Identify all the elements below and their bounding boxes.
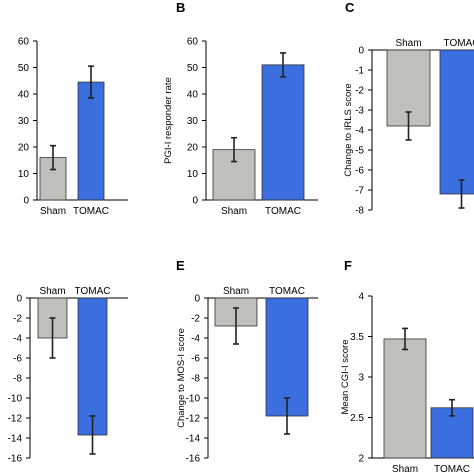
panel-label: E xyxy=(176,258,185,273)
y-tick-label: 10 xyxy=(187,169,199,180)
chart-panel-c: C 0 -1 -2 -3 -4 -5 -6 -7 -8 Change to IRLS score Sh… xyxy=(343,0,474,217)
y-tick-label: 0 xyxy=(358,46,364,57)
y-tick-label: -12 xyxy=(8,414,23,425)
y-tick-label: -10 xyxy=(8,394,23,405)
y-tick-label: -2 xyxy=(191,314,200,325)
y-tick-label: 30 xyxy=(187,116,199,127)
category-label-tomac: TOMAC xyxy=(434,464,470,474)
bar-tomac xyxy=(77,297,108,436)
y-axis-title: Change to MOS-I score xyxy=(176,328,187,428)
y-tick-label: -16 xyxy=(8,454,23,465)
y-tick-label: 20 xyxy=(18,143,30,154)
y-axis-title: Mean CGI-I score xyxy=(340,340,351,415)
bar-sham xyxy=(383,338,427,459)
y-tick-label: -2 xyxy=(355,86,364,97)
y-axis-title: PGI-I responder rate xyxy=(163,77,174,164)
y-tick-label: 3.5 xyxy=(350,332,364,343)
category-label-sham: Sham xyxy=(40,206,66,217)
category-label-tomac: TOMAC xyxy=(444,38,474,49)
category-label-tomac: TOMAC xyxy=(265,206,301,217)
category-label-sham: Sham xyxy=(392,464,418,474)
y-tick-label: -12 xyxy=(186,414,201,425)
y-axis-title: Change to IRLS score xyxy=(343,83,354,176)
y-tick-label: 20 xyxy=(187,143,199,154)
y-tick-label: 0 xyxy=(16,294,22,305)
y-tick-label: 0 xyxy=(192,196,198,207)
y-tick-label: -8 xyxy=(13,374,22,385)
y-tick-label: 2 xyxy=(358,454,364,465)
y-tick-label: -4 xyxy=(355,126,364,137)
y-tick-label: 60 xyxy=(187,37,199,48)
y-tick-label: -7 xyxy=(355,186,364,197)
y-tick-label: -14 xyxy=(8,434,23,445)
y-tick-label: 0 xyxy=(23,196,29,207)
bar-tomac xyxy=(265,297,309,417)
chart-panel-f: F 4 3.5 3 2.5 2 Mean CGI-I score Sham TOMAC xyxy=(340,258,474,474)
y-tick-label: 3 xyxy=(358,373,364,384)
y-tick-label: -14 xyxy=(186,434,201,445)
bar-tomac xyxy=(439,49,474,195)
chart-panel-b: B 60 50 40 30 20 10 0 PGI-I responder rate Sham TO… xyxy=(163,0,318,217)
y-tick-label: -4 xyxy=(191,334,200,345)
y-tick-label: -3 xyxy=(355,106,364,117)
category-label-tomac: TOMAC xyxy=(269,286,305,297)
y-tick-label: 30 xyxy=(18,116,30,127)
y-tick-label: 2.5 xyxy=(350,413,364,424)
y-tick-label: 50 xyxy=(18,63,30,74)
chart-panel-e: E 0 -2 -4 -6 -8 -10 -12 -14 -16 Change to MOS-I sc… xyxy=(176,258,318,465)
y-tick-label: -6 xyxy=(355,166,364,177)
y-tick-label: -8 xyxy=(191,374,200,385)
category-label-tomac: TOMAC xyxy=(75,286,111,297)
y-tick-label: -8 xyxy=(355,206,364,217)
category-label-sham: Sham xyxy=(223,286,249,297)
bar-tomac xyxy=(77,81,105,201)
y-tick-label: -16 xyxy=(186,454,201,465)
y-tick-label: 0 xyxy=(194,294,200,305)
category-label-sham: Sham xyxy=(221,206,247,217)
y-tick-label: 50 xyxy=(187,63,199,74)
y-tick-label: -1 xyxy=(355,66,364,77)
y-tick-label: 4 xyxy=(358,292,364,303)
y-tick-label: 10 xyxy=(18,169,30,180)
bar-tomac xyxy=(261,64,305,201)
panel-label: B xyxy=(176,0,185,15)
category-label-sham: Sham xyxy=(395,38,421,49)
y-tick-label: -2 xyxy=(13,314,22,325)
y-tick-label: 40 xyxy=(18,90,30,101)
panel-label: C xyxy=(345,0,355,15)
y-tick-label: -6 xyxy=(13,354,22,365)
category-label-tomac: TOMAC xyxy=(73,206,109,217)
category-label-sham: Sham xyxy=(39,286,65,297)
panel-label: F xyxy=(344,258,352,273)
chart-panel-d: 0 -2 -4 -6 -8 -10 -12 -14 -16 Sham TOMAC xyxy=(8,286,128,465)
y-tick-label: -10 xyxy=(186,394,201,405)
y-tick-label: -6 xyxy=(191,354,200,365)
y-tick-label: -4 xyxy=(13,334,22,345)
y-tick-label: -5 xyxy=(355,146,364,157)
y-tick-label: 40 xyxy=(187,90,199,101)
chart-panel-a: 60 50 40 30 20 10 0 Sham TOMAC xyxy=(18,37,128,217)
y-tick-label: 60 xyxy=(18,37,30,48)
